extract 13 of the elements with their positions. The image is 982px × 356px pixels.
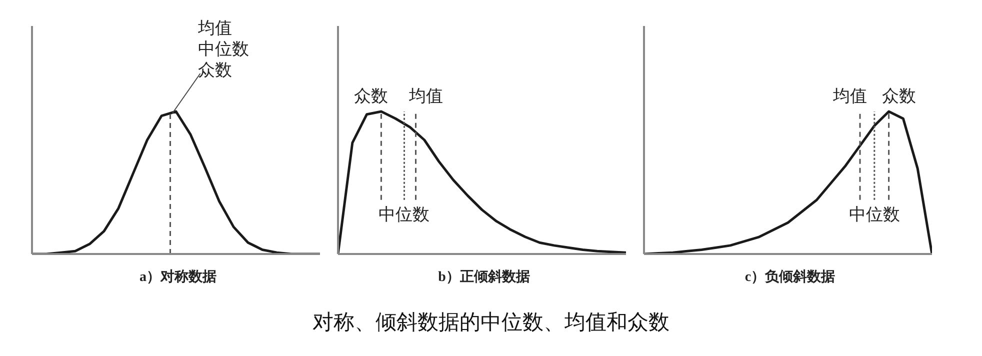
text: 众数 (354, 86, 388, 106)
text: 对称、倾斜数据的中位数、均值和众数 (312, 309, 670, 336)
text: 众数 (882, 86, 916, 106)
text: 均值 (197, 18, 232, 38)
text: 众数 (198, 60, 232, 80)
text: 均值 (832, 86, 867, 106)
x-axis-title: a）对称数据 (140, 268, 216, 286)
text: 均值 (408, 86, 443, 106)
text: 中位数 (198, 40, 250, 58)
x-axis-title: c）负倾斜数据 (744, 268, 836, 286)
annotation: 中位数 (378, 204, 430, 224)
x-axis-title: b）正倾斜数据 (438, 268, 530, 286)
annotation: 中位数 (848, 204, 900, 224)
